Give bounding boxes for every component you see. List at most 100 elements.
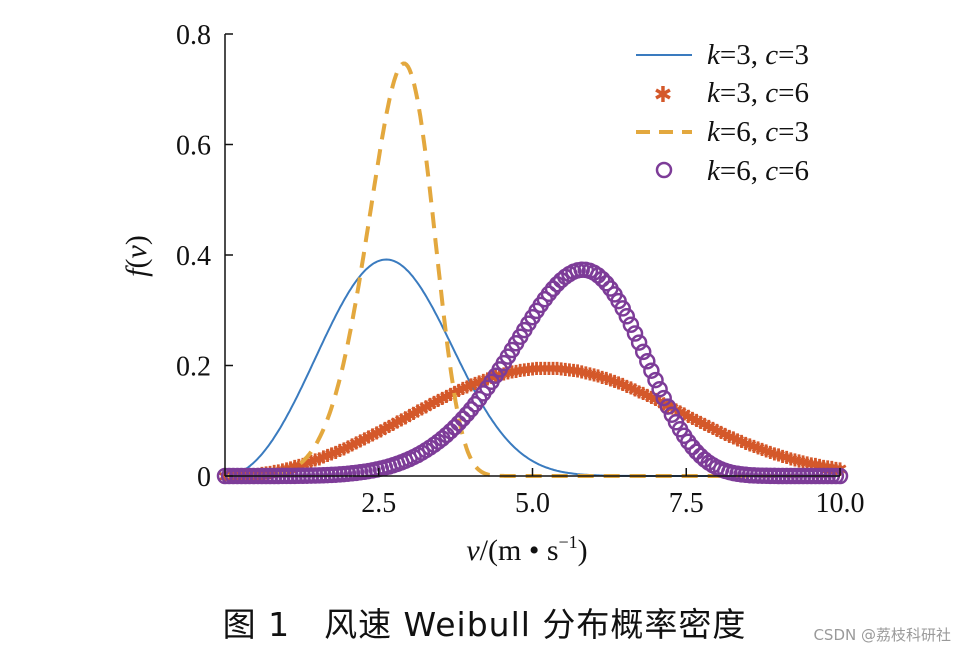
data-point-star: ✱	[730, 430, 745, 451]
data-point-star: ✱	[701, 417, 716, 438]
data-point-circle	[659, 398, 677, 415]
data-point-star: ✱	[697, 415, 712, 436]
data-point-star: ✱	[353, 432, 368, 453]
data-point-star: ✱	[738, 434, 753, 455]
data-point-star: ✱	[615, 375, 630, 396]
data-point-star: ✱	[611, 374, 626, 395]
data-point-star: ✱	[775, 447, 790, 468]
data-point-star: ✱	[787, 450, 802, 471]
x-tick-label: 2.5	[361, 488, 396, 519]
data-point-star: ✱	[373, 421, 388, 442]
data-point-star: ✱	[586, 365, 601, 386]
data-point-star: ✱	[791, 452, 806, 473]
data-point-star: ✱	[763, 443, 778, 464]
data-point-star: ✱	[439, 387, 454, 408]
data-point-star: ✱	[783, 449, 798, 470]
data-point-circle	[544, 280, 562, 298]
data-point-star: ✱	[722, 427, 737, 448]
data-point-star: ✱	[566, 361, 581, 382]
x-tick-label: 10.0	[816, 488, 865, 519]
data-point-star: ✱	[714, 423, 729, 444]
legend-label-k6-c3: k=6, c=3	[707, 116, 809, 148]
data-point-circle	[450, 414, 467, 432]
x-axis-label: v/(m • s−1)	[466, 532, 587, 567]
legend-marker-circle	[655, 161, 673, 179]
data-point-star: ✱	[402, 406, 417, 427]
data-point-star: ✱	[693, 413, 708, 434]
data-point-star: ✱	[591, 367, 606, 388]
data-point-star: ✱	[332, 441, 347, 462]
data-point-circle	[655, 389, 672, 407]
data-point-star: ✱	[533, 359, 548, 380]
data-point-star: ✱	[418, 397, 433, 418]
data-point-star: ✱	[619, 377, 634, 398]
data-point-star: ✱	[459, 377, 474, 398]
data-point-star: ✱	[718, 425, 733, 446]
figure-caption: 图 1 风速 Weibull 分布概率密度	[222, 605, 747, 644]
data-point-star: ✱	[521, 360, 536, 381]
data-point-star: ✱	[595, 368, 610, 389]
data-point-star: ✱	[541, 359, 556, 380]
data-point-star: ✱	[386, 415, 401, 436]
data-point-star: ✱	[500, 364, 515, 385]
data-point-star: ✱	[377, 419, 392, 440]
data-point-star: ✱	[361, 428, 376, 449]
data-point-circle	[684, 438, 701, 456]
data-point-star: ✱	[582, 364, 597, 385]
legend-label-k3-c6: k=3, c=6	[707, 77, 809, 109]
data-point-star: ✱	[578, 363, 593, 384]
data-point-star: ✱	[394, 411, 409, 432]
data-point-circle	[643, 362, 660, 379]
data-point-star: ✱	[771, 446, 786, 467]
data-point-star: ✱	[603, 371, 618, 392]
data-point-star: ✱	[312, 449, 327, 470]
data-point-star: ✱	[517, 360, 532, 381]
weibull-chart: ✱✱✱✱✱✱✱✱✱✱✱✱✱✱✱✱✱✱✱✱✱✱✱✱✱✱✱✱✱✱✱✱✱✱✱✱✱✱✱✱…	[120, 20, 865, 567]
y-tick-label: 0.4	[176, 241, 211, 272]
data-point-star: ✱	[640, 386, 655, 407]
data-point-star: ✱	[324, 445, 339, 466]
data-point-star: ✱	[468, 374, 483, 395]
data-point-star: ✱	[414, 400, 429, 421]
data-point-star: ✱	[685, 409, 700, 430]
watermark: CSDN @荔枝科研社	[813, 626, 951, 644]
data-point-circle	[651, 380, 668, 398]
data-point-star: ✱	[509, 362, 524, 383]
data-point-star: ✱	[623, 379, 638, 400]
data-point-star: ✱	[779, 448, 794, 469]
data-point-star: ✱	[759, 442, 774, 463]
data-point-star: ✱	[705, 419, 720, 440]
data-point-star: ✱	[755, 440, 770, 461]
data-point-star: ✱	[345, 436, 360, 457]
data-point-star: ✱	[607, 372, 622, 393]
data-point-star: ✱	[320, 446, 335, 467]
data-point-circle	[639, 353, 656, 370]
y-tick-label: 0.6	[176, 131, 211, 162]
y-axis-label: f(v)	[120, 235, 153, 277]
data-point-star: ✱	[742, 436, 757, 457]
data-point-star: ✱	[427, 393, 442, 414]
data-point-star: ✱	[554, 359, 569, 380]
data-point-star: ✱	[525, 359, 540, 380]
data-point-star: ✱	[726, 429, 741, 450]
data-point-star: ✱	[746, 437, 761, 458]
data-point-star: ✱	[349, 434, 364, 455]
data-point-star: ✱	[677, 405, 692, 426]
x-tick-label: 7.5	[669, 488, 704, 519]
data-point-star: ✱	[390, 413, 405, 434]
data-point-star: ✱	[308, 451, 323, 472]
data-point-star: ✱	[529, 359, 544, 380]
x-tick-label: 5.0	[515, 488, 550, 519]
data-point-circle	[454, 410, 472, 428]
data-point-star: ✱	[406, 404, 421, 425]
legend-marker-star: ✱	[654, 83, 672, 108]
data-point-circle	[634, 343, 652, 361]
legend: ✱ k=3, c=3 k=3, c=6 k=6, c=3 k=6, c=6	[636, 39, 809, 187]
data-point-circle	[647, 371, 664, 389]
y-tick-label: 0.2	[176, 352, 211, 383]
data-point-circle	[446, 419, 463, 436]
data-point-star: ✱	[381, 417, 396, 438]
data-point-star: ✱	[398, 408, 413, 429]
data-point-star: ✱	[328, 443, 343, 464]
data-point-star: ✱	[472, 373, 487, 394]
